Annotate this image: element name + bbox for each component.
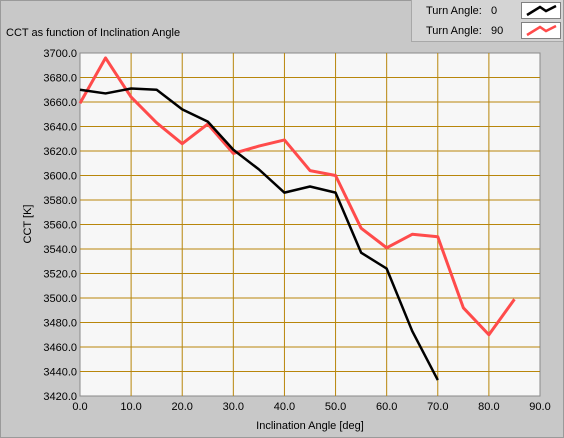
y-axis-label: CCT [K]: [22, 205, 34, 244]
legend-label: Turn Angle:: [426, 5, 482, 17]
y-tick-label: 3580.0: [43, 195, 77, 207]
legend-entry-0: Turn Angle: 0: [412, 1, 563, 21]
y-tick-labels: 3420.0 3440.0 3460.0 3480.0 3500.0 3520.0 3540…: [43, 48, 77, 403]
series-line-0: [79, 87, 439, 381]
x-tick-label: 50.0: [325, 401, 346, 413]
y-tick-label: 3680.0: [43, 73, 77, 85]
legend-swatch-line-1: [526, 24, 557, 37]
x-tick-label: 20.0: [172, 401, 193, 413]
legend-series-name: 0: [491, 5, 498, 17]
y-tick-label: 3420.0: [43, 391, 77, 403]
legend-swatch[interactable]: [521, 2, 561, 19]
y-tick-label: 3560.0: [43, 220, 77, 232]
chart-title: CCT as function of Inclination Angle: [6, 27, 181, 39]
y-tick-label: 3700.0: [43, 48, 77, 60]
x-tick-labels: 0.0 10.0 20.0 30.0 40.0 50.0 60.0 70.0 80.0 90.0: [72, 401, 550, 413]
y-tick-label: 3460.0: [43, 342, 77, 354]
legend-swatch-line-0: [526, 4, 557, 17]
legend-label: Turn Angle:: [426, 25, 482, 37]
x-tick-label: 60.0: [376, 401, 397, 413]
x-tick-label: 70.0: [427, 401, 448, 413]
grid: [80, 53, 540, 396]
y-tick-label: 3480.0: [43, 318, 77, 330]
x-tick-label: 80.0: [478, 401, 499, 413]
series-line-1: [78, 56, 516, 337]
legend: Turn Angle: 0 Turn Angle: 90: [411, 0, 563, 42]
legend-entry-1: Turn Angle: 90: [412, 21, 563, 41]
y-tick-label: 3500.0: [43, 293, 77, 305]
x-axis-label: Inclination Angle [deg]: [256, 420, 364, 432]
y-tick-label: 3520.0: [43, 269, 77, 281]
y-tick-label: 3640.0: [43, 122, 77, 134]
x-tick-label: 90.0: [529, 401, 550, 413]
x-tick-label: 0.0: [72, 401, 87, 413]
y-tick-label: 3660.0: [43, 97, 77, 109]
series-lines: [78, 56, 516, 381]
y-tick-label: 3440.0: [43, 367, 77, 379]
legend-series-name: 90: [491, 25, 504, 37]
y-tick-label: 3620.0: [43, 146, 77, 158]
x-tick-label: 40.0: [274, 401, 295, 413]
legend-swatch[interactable]: [521, 22, 561, 39]
x-tick-label: 30.0: [223, 401, 244, 413]
y-tick-label: 3540.0: [43, 244, 77, 256]
y-tick-label: 3600.0: [43, 171, 77, 183]
x-tick-label: 10.0: [120, 401, 141, 413]
